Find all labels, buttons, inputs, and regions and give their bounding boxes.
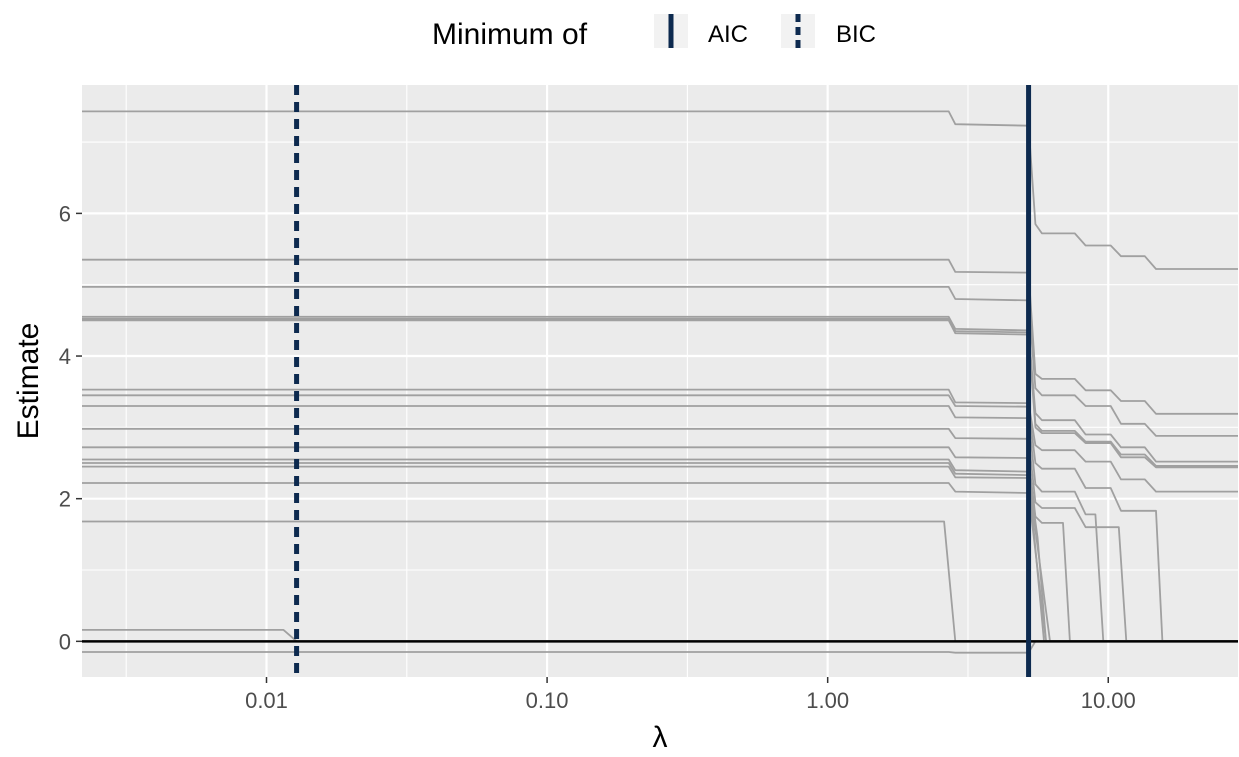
axis-ticks: 0.01 0.10 1.00 10.00 0 2 4 6	[59, 201, 1136, 713]
coefficient-path-1	[82, 110, 1238, 270]
x-tick-label: 0.10	[526, 688, 569, 713]
x-tick-label: 1.00	[806, 688, 849, 713]
legend-label-bic: BIC	[836, 21, 876, 48]
reference-lines	[82, 85, 1238, 677]
coefficient-path-8	[82, 394, 1238, 643]
legend-title: Minimum of	[432, 18, 588, 51]
x-tick-label: 10.00	[1081, 688, 1136, 713]
coefficient-path-5	[82, 317, 1238, 467]
legend: Minimum of AIC BIC	[432, 14, 876, 51]
y-tick-label: 4	[59, 344, 71, 369]
coefficient-path-7	[82, 388, 1238, 493]
legend-label-aic: AIC	[708, 21, 748, 48]
minor-gridlines	[82, 85, 1238, 677]
y-tick-label: 0	[59, 629, 71, 654]
y-tick-label: 6	[59, 201, 71, 226]
x-axis-title: λ	[653, 721, 668, 754]
coefficient-path-2	[82, 258, 1238, 415]
x-tick-label: 0.01	[245, 688, 288, 713]
coefficient-path-6	[82, 319, 1238, 469]
coefficient-path-10	[82, 427, 1238, 643]
coefficient-path-3	[82, 285, 1238, 437]
y-tick-label: 2	[59, 487, 71, 512]
plot-panel	[82, 85, 1238, 677]
coefficient-path-9	[82, 405, 1238, 643]
coefficient-path-4	[82, 315, 1238, 463]
y-axis-title: Estimate	[12, 323, 45, 440]
